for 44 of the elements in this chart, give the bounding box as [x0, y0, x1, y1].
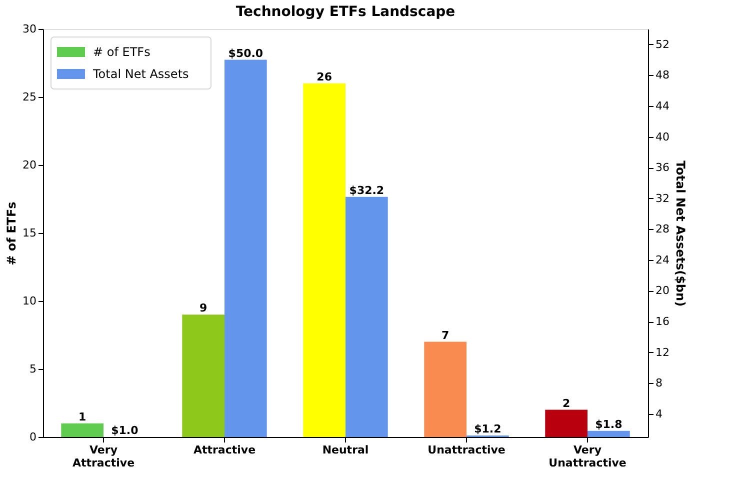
bar: [61, 423, 104, 437]
y-axis-title: # of ETFs: [4, 202, 19, 266]
x-tick-label: Very Unattractive: [548, 444, 626, 470]
data-label: $1.0: [111, 424, 139, 437]
chart-title: Technology ETFs Landscape: [236, 4, 456, 20]
y-tick-label: 5: [30, 362, 36, 376]
y2-tick-label: 44: [656, 99, 670, 112]
y2-tick-label: 4: [656, 407, 662, 420]
y-tick-label: 20: [22, 158, 36, 172]
data-label: 2: [562, 396, 570, 410]
y2-tick-label: 16: [656, 315, 670, 328]
data-label: $1.8: [595, 418, 622, 431]
legend-label: Total Net Assets: [92, 67, 189, 81]
y-tick-label: 0: [30, 430, 36, 444]
y2-tick-label: 24: [656, 253, 670, 266]
y-tick-label: 15: [22, 226, 36, 240]
bar: [424, 342, 466, 437]
y2-tick-label: 8: [656, 376, 662, 390]
y-tick-label: 30: [22, 22, 36, 36]
y2-tick-label: 28: [656, 222, 670, 236]
y2-axis-title: Total Net Assets($bn): [673, 160, 688, 307]
y2-tick-label: 32: [656, 192, 670, 205]
y2-tick-label: 52: [656, 38, 670, 51]
legend-label: # of ETFs: [93, 45, 150, 59]
data-label: $32.2: [349, 184, 384, 197]
data-label: 9: [199, 302, 208, 315]
y2-tick-label: 40: [656, 130, 670, 144]
y-tick-label: 10: [22, 294, 36, 308]
data-label: $1.2: [474, 422, 502, 436]
y2-tick-label: 36: [656, 161, 670, 174]
y-tick-label: 25: [22, 90, 36, 104]
x-tick-label: Unattractive: [428, 444, 506, 456]
data-label: 26: [316, 70, 332, 84]
y2-tick-label: 12: [656, 346, 670, 359]
bar: [545, 410, 588, 437]
data-label: 7: [441, 328, 450, 342]
y2-tick-label: 48: [656, 68, 670, 82]
x-tick-label: Neutral: [322, 444, 369, 456]
bar: [182, 314, 224, 437]
data-label: $50.0: [228, 46, 264, 60]
x-tick-label: Very Attractive: [72, 444, 135, 470]
data-label: 1: [78, 410, 86, 424]
x-tick-label: Attractive: [193, 444, 256, 456]
y2-tick-label: 20: [656, 284, 670, 298]
